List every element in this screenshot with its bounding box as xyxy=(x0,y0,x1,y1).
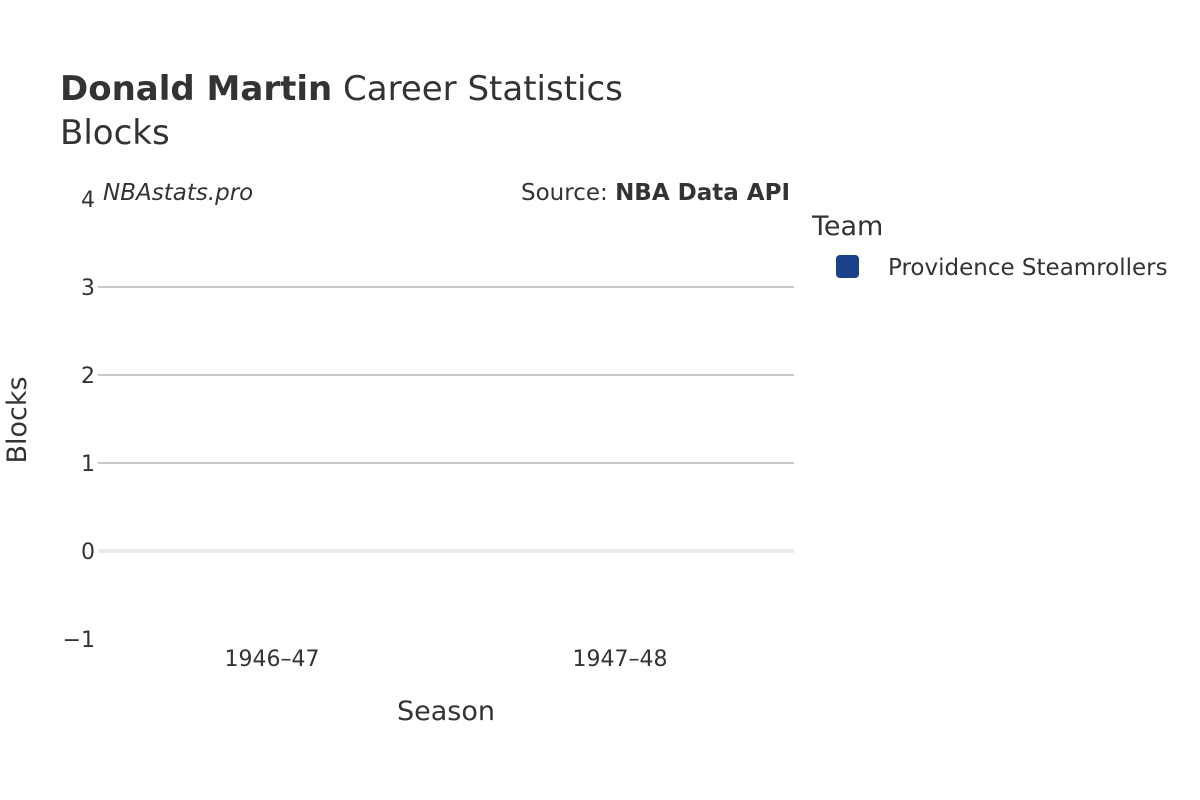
x-tick-label: 1947–48 xyxy=(573,647,668,672)
source-credit: Source: NBA Data API xyxy=(521,180,790,206)
watermark: NBAstats.pro xyxy=(103,180,253,206)
source-prefix: Source: xyxy=(521,180,615,206)
legend-swatch xyxy=(836,255,859,278)
chart-title-player: Donald Martin xyxy=(60,69,332,109)
x-axis-title: Season xyxy=(397,696,495,727)
source-name: NBA Data API xyxy=(615,180,790,206)
chart-subtitle: Blocks xyxy=(60,113,170,153)
y-tick-label: 2 xyxy=(81,364,95,389)
y-axis-title: Blocks xyxy=(2,376,33,463)
y-tick-label: −1 xyxy=(63,628,95,653)
legend: Providence Steamrollers xyxy=(836,255,1168,281)
x-axis-ticks: 1946–47 1947–48 xyxy=(225,647,668,672)
legend-label: Providence Steamrollers xyxy=(888,255,1168,281)
chart-title-rest xyxy=(332,69,343,109)
legend-title: Team xyxy=(811,211,883,242)
y-tick-label: 1 xyxy=(81,452,95,477)
gridlines xyxy=(98,286,794,553)
x-tick-label: 1946–47 xyxy=(225,647,320,672)
y-axis-ticks: −1 0 1 2 3 4 xyxy=(63,188,95,653)
chart-title: Donald Martin Career Statistics xyxy=(60,69,623,109)
y-tick-label: 4 xyxy=(81,188,95,213)
legend-item[interactable]: Providence Steamrollers xyxy=(836,255,1168,281)
chart-title-suffix: Career Statistics xyxy=(343,69,623,109)
y-tick-label: 0 xyxy=(81,540,95,565)
y-tick-label: 3 xyxy=(81,276,95,301)
